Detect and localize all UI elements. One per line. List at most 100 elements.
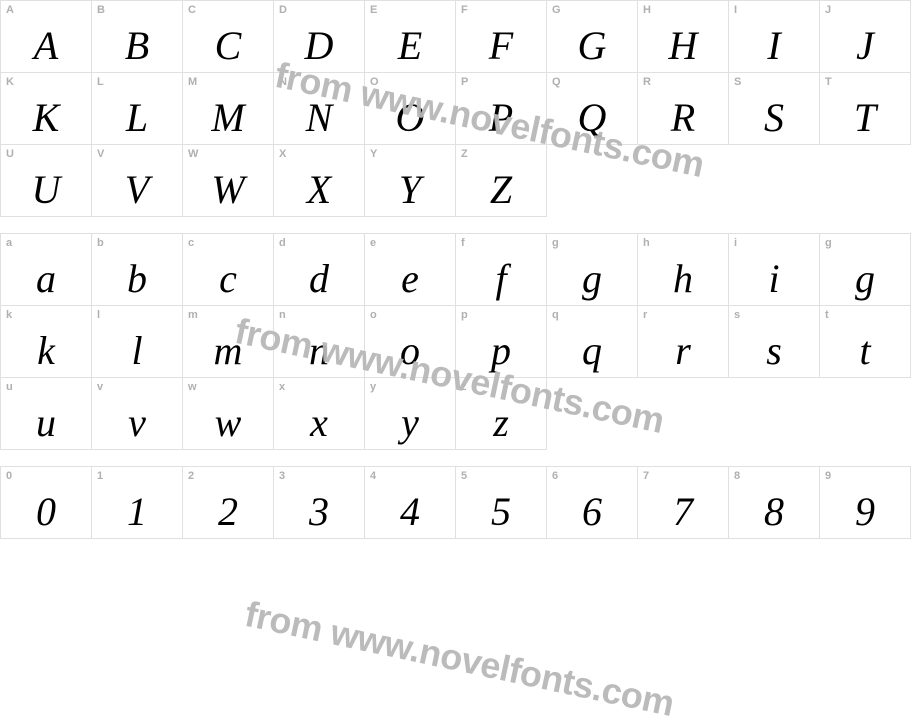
glyph-cell: mm [183, 306, 274, 378]
glyph-cell-label: 5 [461, 470, 467, 482]
glyph-cell-label: s [734, 309, 740, 321]
glyph-cell-glyph: e [365, 259, 455, 299]
glyph-cell-label: D [279, 4, 287, 16]
glyph-cell-label: L [97, 76, 104, 88]
glyph-cell-glyph: T [820, 98, 910, 138]
glyph-cell: 66 [547, 467, 638, 539]
glyph-cell-label: C [188, 4, 196, 16]
glyph-cell-glyph: Q [547, 98, 637, 138]
glyph-cell-glyph: H [638, 26, 728, 66]
glyph-cell: pp [456, 306, 547, 378]
glyph-cell: KK [1, 73, 92, 145]
glyph-cell-glyph: a [1, 259, 91, 299]
glyph-cell: 44 [365, 467, 456, 539]
glyph-cell-glyph: 8 [729, 492, 819, 532]
glyph-cell-glyph: 4 [365, 492, 455, 532]
glyph-cell-label: d [279, 237, 286, 249]
glyph-cell-label: R [643, 76, 651, 88]
glyph-cell-label: 2 [188, 470, 194, 482]
glyph-cell-glyph: g [820, 259, 910, 299]
glyph-cell-glyph: g [547, 259, 637, 299]
glyph-cell: nn [274, 306, 365, 378]
glyph-cell-glyph: u [1, 403, 91, 443]
glyph-cell: ff [456, 234, 547, 306]
glyph-grid-section: aabbccddeeffgghhiiggkkllmmnnooppqqrrsstt… [0, 233, 911, 450]
glyph-cell: cc [183, 234, 274, 306]
glyph-cell-glyph: q [547, 331, 637, 371]
glyph-cell: ww [183, 378, 274, 450]
glyph-cell: xx [274, 378, 365, 450]
glyph-cell-glyph: p [456, 331, 546, 371]
glyph-cell: oo [365, 306, 456, 378]
glyph-cell-label: c [188, 237, 194, 249]
glyph-cell: VV [92, 145, 183, 217]
glyph-cell: 33 [274, 467, 365, 539]
glyph-cell-glyph: y [365, 403, 455, 443]
glyph-cell-glyph: S [729, 98, 819, 138]
glyph-cell-label: V [97, 148, 104, 160]
glyph-cell-glyph: U [1, 170, 91, 210]
watermark-text: from www.novelfonts.com [241, 593, 677, 725]
glyph-cell: HH [638, 1, 729, 73]
glyph-cell-glyph: 0 [1, 492, 91, 532]
glyph-cell: ee [365, 234, 456, 306]
glyph-cell-label: 9 [825, 470, 831, 482]
glyph-cell-label: G [552, 4, 561, 16]
glyph-cell: bb [92, 234, 183, 306]
glyph-grid-section: AABBCCDDEEFFGGHHIIJJKKLLMMNNOOPPQQRRSSTT… [0, 0, 911, 217]
glyph-cell-label: o [370, 309, 377, 321]
glyph-cell-glyph: s [729, 331, 819, 371]
section-gap [0, 450, 911, 466]
glyph-cell-label: P [461, 76, 468, 88]
glyph-cell: yy [365, 378, 456, 450]
glyph-cell-label: w [188, 381, 197, 393]
glyph-cell-label: 4 [370, 470, 376, 482]
glyph-cell: aa [1, 234, 92, 306]
glyph-cell-glyph: l [92, 331, 182, 371]
glyph-cell: DD [274, 1, 365, 73]
glyph-cell-label: x [279, 381, 285, 393]
glyph-cell-glyph: f [456, 259, 546, 299]
glyph-cell-glyph: C [183, 26, 273, 66]
glyph-cell: gg [547, 234, 638, 306]
glyph-cell: 88 [729, 467, 820, 539]
glyph-cell-glyph: 7 [638, 492, 728, 532]
glyph-cell: II [729, 1, 820, 73]
glyph-cell: gg [820, 234, 911, 306]
glyph-cell-label: y [370, 381, 376, 393]
glyph-cell-label: M [188, 76, 197, 88]
glyph-cell: tt [820, 306, 911, 378]
glyph-cell-glyph: V [92, 170, 182, 210]
glyph-cell-label: Z [461, 148, 468, 160]
glyph-cell-label: F [461, 4, 468, 16]
glyph-cell-label: k [6, 309, 12, 321]
glyph-cell: ii [729, 234, 820, 306]
glyph-cell-label: J [825, 4, 831, 16]
glyph-cell: zz [456, 378, 547, 450]
glyph-cell-glyph: Y [365, 170, 455, 210]
glyph-cell-glyph: W [183, 170, 273, 210]
glyph-cell-label: B [97, 4, 105, 16]
glyph-cell-glyph: 9 [820, 492, 910, 532]
glyph-cell-label: e [370, 237, 376, 249]
section-gap [0, 217, 911, 233]
glyph-cell: 99 [820, 467, 911, 539]
glyph-cell-label: K [6, 76, 14, 88]
glyph-grid-section: 00112233445566778899 [0, 466, 911, 539]
glyph-cell-glyph: m [183, 331, 273, 371]
glyph-cell-label: Y [370, 148, 377, 160]
glyph-cell-label: q [552, 309, 559, 321]
glyph-cell: RR [638, 73, 729, 145]
glyph-cell: CC [183, 1, 274, 73]
glyph-cell-label: U [6, 148, 14, 160]
glyph-cell: MM [183, 73, 274, 145]
glyph-cell-label: W [188, 148, 198, 160]
glyph-cell-glyph: i [729, 259, 819, 299]
glyph-cell-label: A [6, 4, 14, 16]
glyph-cell-label: S [734, 76, 741, 88]
glyph-cell-glyph: R [638, 98, 728, 138]
glyph-cell: dd [274, 234, 365, 306]
glyph-cell: 55 [456, 467, 547, 539]
glyph-cell-glyph: n [274, 331, 364, 371]
glyph-cell-glyph: c [183, 259, 273, 299]
